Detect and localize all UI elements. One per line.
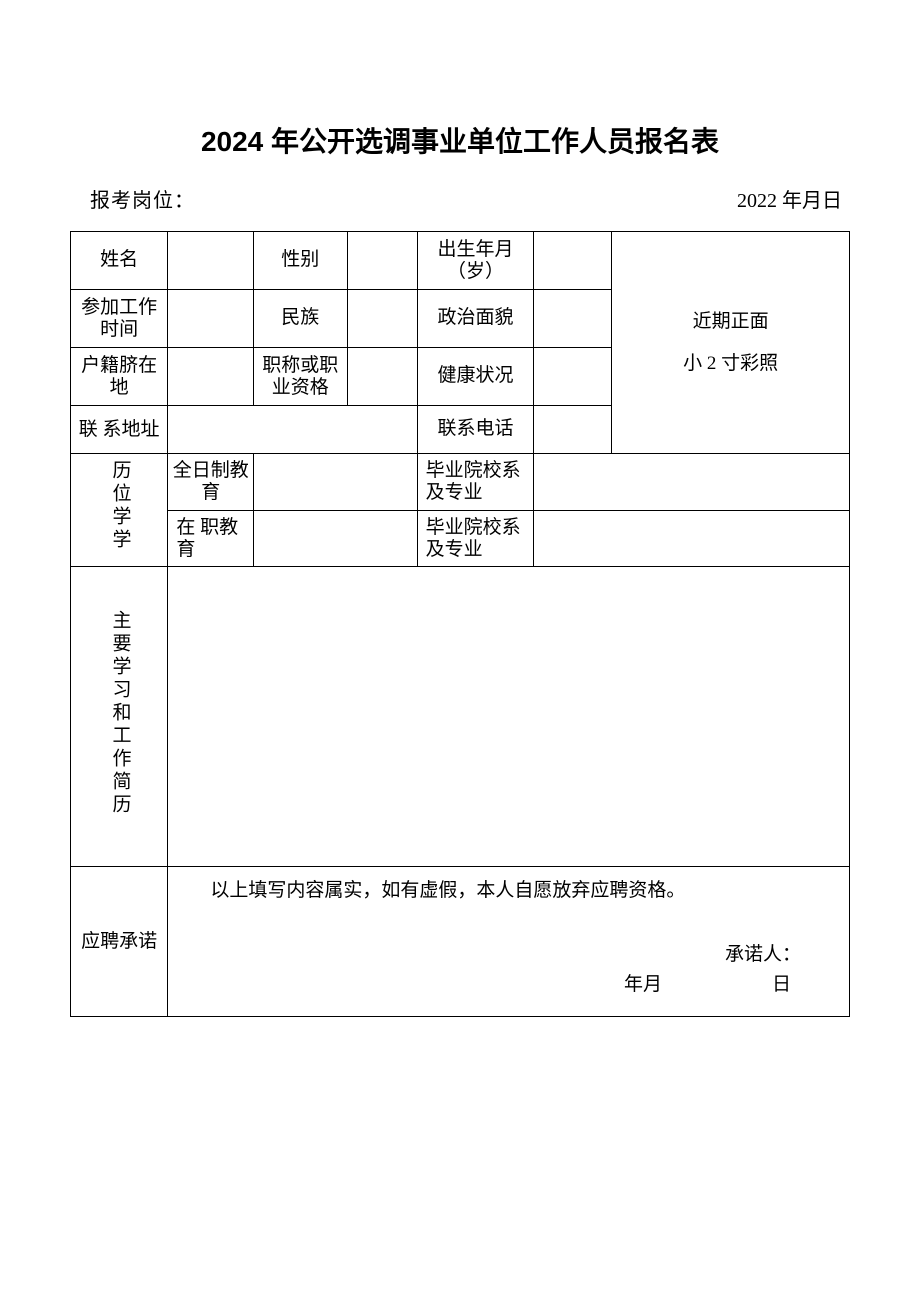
label-edu-section: 历位学学: [71, 454, 168, 567]
label-birth: 出生年月（岁）: [417, 232, 534, 290]
value-phone: [534, 406, 612, 454]
value-address: [168, 406, 417, 454]
label-resume: 主要学习和工作简历: [71, 567, 168, 867]
label-phone: 联系电话: [417, 406, 534, 454]
label-workstart: 参加工作时间: [71, 290, 168, 348]
value-gender: [347, 232, 417, 290]
label-titlequal: 职称或职业资格: [254, 348, 347, 406]
position-label: 报考岗位：: [78, 184, 195, 213]
photo-line1: 近期正面: [616, 301, 845, 343]
header-date: 2022 年月日: [737, 184, 842, 213]
label-school1: 毕业院校系及专业: [417, 454, 534, 511]
value-edu-onjob: [254, 510, 418, 567]
photo-line2: 小 2 寸彩照: [616, 343, 845, 385]
label-political: 政治面貌: [417, 290, 534, 348]
commit-signer: 承诺人：: [186, 940, 801, 970]
photo-cell: 近期正面 小 2 寸彩照: [612, 232, 850, 454]
label-name: 姓名: [71, 232, 168, 290]
value-political: [534, 290, 612, 348]
value-workstart: [168, 290, 254, 348]
value-birth: [534, 232, 612, 290]
page-title: 2024 年公开选调事业单位工作人员报名表: [70, 120, 850, 160]
commit-statement: 以上填写内容属实，如有虚假，本人自愿放弃应聘资格。: [186, 879, 831, 904]
label-commitment: 应聘承诺: [71, 867, 168, 1017]
label-edu-onjob: 在 职教育: [168, 510, 254, 567]
value-titlequal: [347, 348, 417, 406]
value-name: [168, 232, 254, 290]
value-school2: [534, 510, 850, 567]
label-gender: 性别: [254, 232, 347, 290]
value-health: [534, 348, 612, 406]
value-resume: [168, 567, 850, 867]
value-school1: [534, 454, 850, 511]
label-ethnicity: 民族: [254, 290, 347, 348]
commit-date: 年月 日: [186, 970, 801, 1000]
label-address: 联 系地址: [71, 406, 168, 454]
value-edu-fulltime: [254, 454, 418, 511]
header-row: 报考岗位： 2022 年月日: [70, 184, 850, 213]
commitment-cell: 以上填写内容属实，如有虚假，本人自愿放弃应聘资格。 承诺人： 年月 日: [168, 867, 850, 1017]
value-hukou: [168, 348, 254, 406]
label-edu-fulltime: 全日制教育: [168, 454, 254, 511]
label-health: 健康状况: [417, 348, 534, 406]
label-school2: 毕业院校系及专业: [417, 510, 534, 567]
label-hukou: 户籍脐在地: [71, 348, 168, 406]
value-ethnicity: [347, 290, 417, 348]
registration-table: 姓名 性别 出生年月（岁） 近期正面 小 2 寸彩照 参加工作时间 民族 政治面…: [70, 231, 850, 1017]
